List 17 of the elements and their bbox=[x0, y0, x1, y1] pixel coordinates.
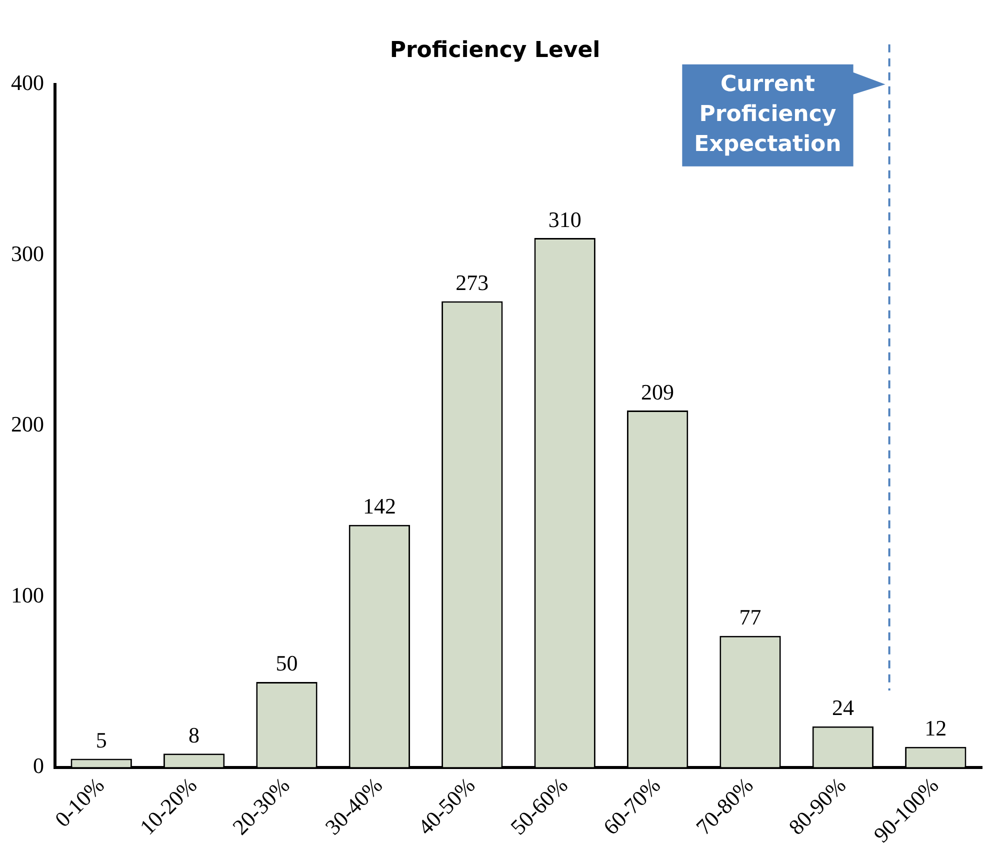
y-tick-label: 100 bbox=[11, 582, 44, 608]
data-label: 24 bbox=[832, 695, 854, 720]
y-tick-label: 0 bbox=[33, 753, 44, 778]
data-label: 209 bbox=[641, 379, 674, 404]
data-label: 310 bbox=[548, 206, 582, 232]
data-label: 5 bbox=[96, 728, 107, 753]
data-label: 77 bbox=[739, 604, 762, 630]
ref-line-label: Current Proficiency Expectation bbox=[694, 72, 842, 158]
y-tick-label: 300 bbox=[11, 240, 44, 266]
data-label: 142 bbox=[362, 494, 396, 519]
data-label: 8 bbox=[188, 722, 200, 748]
y-tick-label: 200 bbox=[11, 412, 44, 437]
data-label: 273 bbox=[456, 270, 489, 296]
chart-title: Proficiency Level bbox=[390, 38, 600, 63]
y-tick-label: 400 bbox=[11, 70, 44, 96]
data-label: 50 bbox=[276, 650, 298, 676]
data-label: 12 bbox=[924, 716, 947, 741]
